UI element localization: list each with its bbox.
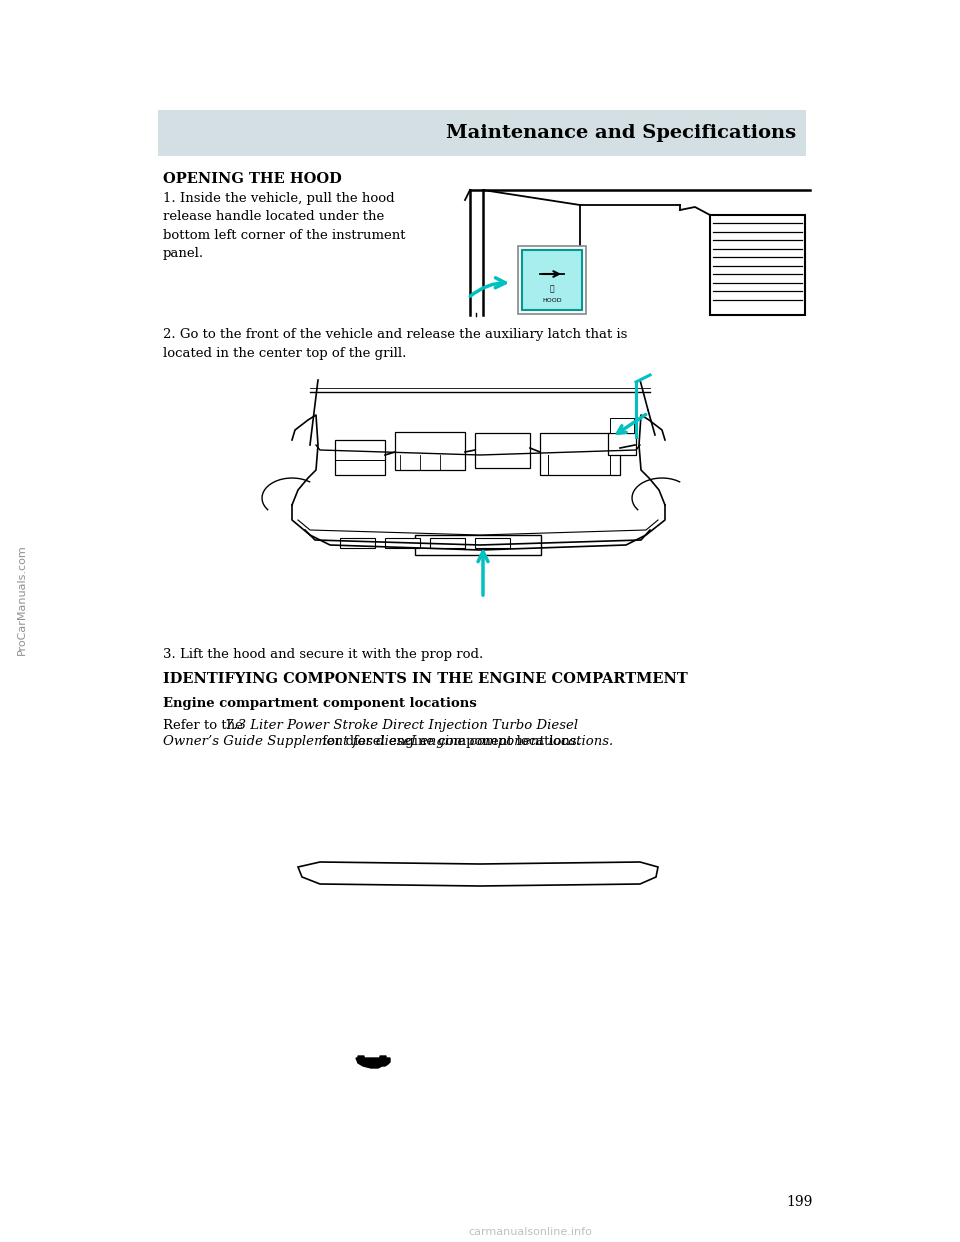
Bar — [340, 538, 375, 548]
Bar — [540, 433, 620, 474]
Bar — [395, 432, 465, 469]
Text: 199: 199 — [787, 1195, 813, 1208]
Bar — [335, 440, 385, 474]
Text: 2. Go to the front of the vehicle and release the auxiliary latch that is
locate: 2. Go to the front of the vehicle and re… — [163, 328, 628, 359]
Text: 3. Lift the hood and secure it with the prop rod.: 3. Lift the hood and secure it with the … — [163, 648, 483, 661]
Bar — [158, 111, 806, 156]
Text: 1. Inside the vehicle, pull the hood
release handle located under the
bottom lef: 1. Inside the vehicle, pull the hood rel… — [163, 193, 405, 261]
Text: OPENING THE HOOD: OPENING THE HOOD — [163, 171, 342, 186]
Bar — [415, 535, 541, 555]
Text: for diesel engine component locations.: for diesel engine component locations. — [318, 735, 581, 748]
Polygon shape — [356, 1056, 390, 1068]
Bar — [430, 538, 465, 548]
Bar — [385, 538, 420, 548]
Text: Refer to the: Refer to the — [163, 719, 247, 732]
Text: IDENTIFYING COMPONENTS IN THE ENGINE COMPARTMENT: IDENTIFYING COMPONENTS IN THE ENGINE COM… — [163, 672, 687, 686]
Text: 🚗: 🚗 — [550, 284, 554, 293]
Polygon shape — [298, 862, 658, 886]
Bar — [475, 538, 510, 548]
Bar — [710, 215, 805, 315]
Bar — [518, 246, 586, 314]
Bar — [475, 433, 530, 468]
Text: Owner’s Guide Supplement for diesel engine component locations.: Owner’s Guide Supplement for diesel engi… — [163, 735, 613, 748]
Text: Maintenance and Specifications: Maintenance and Specifications — [445, 124, 796, 142]
Text: 7.3 Liter Power Stroke Direct Injection Turbo Diesel: 7.3 Liter Power Stroke Direct Injection … — [225, 719, 578, 732]
Text: carmanualsonline.info: carmanualsonline.info — [468, 1227, 592, 1237]
Bar — [610, 419, 634, 433]
Text: HOOD: HOOD — [542, 298, 562, 303]
Text: Engine compartment component locations: Engine compartment component locations — [163, 697, 477, 710]
Text: ProCarManuals.com: ProCarManuals.com — [17, 545, 27, 656]
Bar — [608, 433, 636, 455]
Bar — [522, 250, 582, 310]
